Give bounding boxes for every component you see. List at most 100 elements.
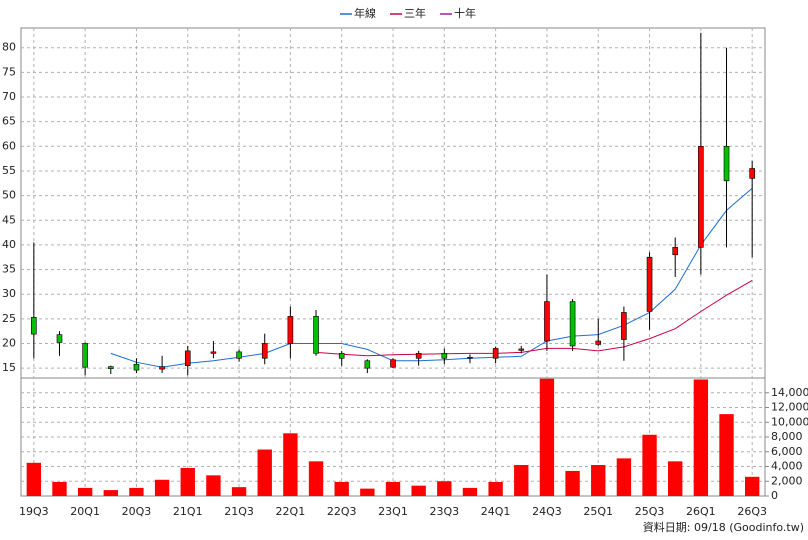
candle-body <box>646 256 653 312</box>
candle-body <box>287 316 294 344</box>
y2-tick-label: 0 <box>771 489 778 502</box>
candle-body <box>364 360 371 369</box>
y-tick-label: 55 <box>2 164 16 177</box>
y2-tick-label: 4,000 <box>771 460 803 473</box>
candle-body <box>467 356 473 359</box>
volume-bar <box>180 467 195 496</box>
y2-tick-label: 8,000 <box>771 430 803 443</box>
y-tick-label: 70 <box>2 90 16 103</box>
y-tick-label: 80 <box>2 41 16 54</box>
x-tick-label: 21Q3 <box>224 505 254 518</box>
volume-bar <box>591 465 606 496</box>
x-tick-label: 19Q3 <box>19 505 49 518</box>
volume-bar <box>77 487 93 496</box>
y-tick-label: 35 <box>2 263 16 276</box>
candle-body <box>569 301 576 347</box>
candle-body <box>313 316 319 354</box>
y-tick-label: 65 <box>2 115 16 128</box>
ma-line <box>315 279 753 357</box>
candle-body <box>518 348 525 351</box>
volume-bar <box>206 475 221 496</box>
volume-bar <box>668 461 683 496</box>
volume-bar <box>462 487 478 496</box>
candle-body <box>338 353 345 359</box>
y2-tick-label: 10,000 <box>771 415 808 428</box>
volume-bar <box>719 414 734 496</box>
volume-bar <box>26 462 42 496</box>
volume-bar <box>154 479 170 496</box>
y-tick-label: 75 <box>2 65 16 78</box>
legend-label: 十年 <box>454 6 476 20</box>
volume-bar <box>385 481 401 496</box>
candle-body <box>159 366 165 370</box>
y2-tick-label: 6,000 <box>771 445 803 458</box>
volume-bar <box>744 476 760 496</box>
y-tick-label: 45 <box>2 213 16 226</box>
x-tick-label: 23Q1 <box>378 505 408 518</box>
volume-bar <box>514 465 529 496</box>
ma-line <box>110 187 753 368</box>
x-tick-label: 22Q3 <box>327 505 357 518</box>
candle-body <box>749 168 755 179</box>
candle-body <box>82 343 88 368</box>
volume-bar <box>642 434 657 496</box>
candle-body <box>184 350 191 366</box>
candle-body <box>441 353 448 359</box>
volume-bar <box>103 490 118 496</box>
volume-bar <box>360 488 375 496</box>
volume-bar <box>52 481 67 496</box>
x-tick-label: 26Q3 <box>737 505 767 518</box>
candle-body <box>210 351 217 354</box>
candle-body <box>236 351 242 359</box>
candle-body <box>390 359 396 368</box>
y2-tick-label: 12,000 <box>771 401 808 414</box>
y2-tick-label: 14,000 <box>771 386 808 399</box>
volume-bar <box>411 485 426 496</box>
x-tick-label: 25Q3 <box>635 505 665 518</box>
y-tick-label: 50 <box>2 189 16 202</box>
candle-body <box>133 363 140 371</box>
candle-body <box>698 146 704 248</box>
candle-body <box>595 340 602 345</box>
volume-bar <box>308 461 324 496</box>
volume-bar <box>616 458 632 496</box>
y-tick-label: 25 <box>2 312 16 325</box>
source-note: 資料日期: 09/18 (Goodinfo.tw) <box>643 520 804 534</box>
y-tick-label: 20 <box>2 336 16 349</box>
volume-bar <box>283 433 298 496</box>
candle-body <box>672 247 679 256</box>
candle-body <box>492 348 499 359</box>
volume-bar <box>693 379 709 496</box>
candle-body <box>723 146 730 182</box>
candle-body <box>56 334 63 343</box>
x-tick-label: 22Q1 <box>276 505 306 518</box>
legend-label: 三年 <box>404 6 426 20</box>
y-tick-label: 15 <box>2 361 16 374</box>
volume-bar <box>437 481 452 496</box>
x-tick-label: 25Q1 <box>583 505 613 518</box>
candle-body <box>31 317 37 335</box>
y-tick-label: 60 <box>2 139 16 152</box>
candle-body <box>544 301 550 342</box>
x-tick-label: 20Q3 <box>122 505 152 518</box>
volume-bar <box>334 481 349 496</box>
y2-tick-label: 2,000 <box>771 474 803 487</box>
candle-body <box>415 353 422 359</box>
candle-body <box>107 366 114 369</box>
x-tick-label: 24Q3 <box>532 505 562 518</box>
volume-bar <box>257 449 272 496</box>
x-tick-label: 20Q1 <box>70 505 100 518</box>
y-tick-label: 40 <box>2 238 16 251</box>
volume-bar <box>488 481 503 496</box>
volume-bar <box>129 487 144 496</box>
candle-body <box>261 343 268 359</box>
volume-bar <box>539 378 555 496</box>
volume-bar <box>231 487 247 496</box>
volume-bar <box>565 470 580 496</box>
x-tick-label: 26Q1 <box>686 505 716 518</box>
x-tick-label: 21Q1 <box>173 505 203 518</box>
candle-body <box>621 312 627 340</box>
y-tick-label: 30 <box>2 287 16 300</box>
x-tick-label: 23Q3 <box>429 505 459 518</box>
